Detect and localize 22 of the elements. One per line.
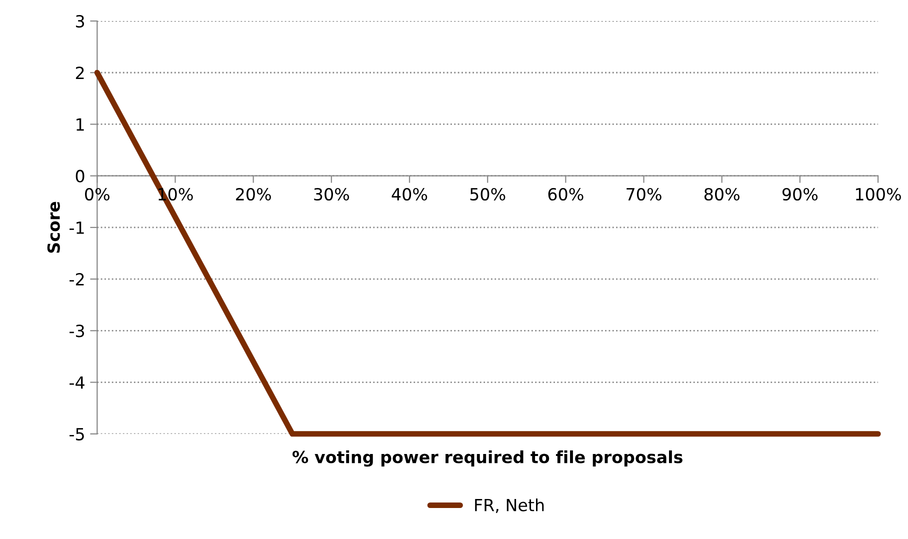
y-tick-label: -4 bbox=[70, 376, 84, 389]
x-axis-title: % voting power required to file proposals bbox=[292, 450, 682, 467]
y-tick-label: -2 bbox=[70, 273, 84, 286]
y-tick-label: -1 bbox=[70, 222, 84, 234]
x-tick-label: 60% bbox=[548, 188, 584, 201]
x-tick-label: 70% bbox=[626, 188, 662, 201]
legend-label: FR, Neth bbox=[475, 498, 544, 514]
y-tick-label: -3 bbox=[70, 324, 84, 338]
x-tick-label: 20% bbox=[236, 188, 271, 201]
x-tick-label: 40% bbox=[392, 188, 428, 201]
x-tick-label: 30% bbox=[314, 188, 350, 201]
x-tick-label: 0% bbox=[85, 188, 110, 201]
y-tick-label: 2 bbox=[76, 66, 84, 79]
y-tick-label: 3 bbox=[76, 14, 84, 28]
x-tick-label: 80% bbox=[704, 188, 740, 201]
x-tick-label: 90% bbox=[782, 188, 818, 201]
y-axis-title: Score bbox=[47, 202, 60, 253]
y-tick-label: 1 bbox=[76, 118, 84, 131]
x-tick-label: 100% bbox=[856, 188, 901, 201]
y-tick-label: -5 bbox=[70, 428, 84, 440]
x-tick-label: 50% bbox=[470, 188, 506, 201]
y-tick-label: 0 bbox=[76, 170, 84, 182]
